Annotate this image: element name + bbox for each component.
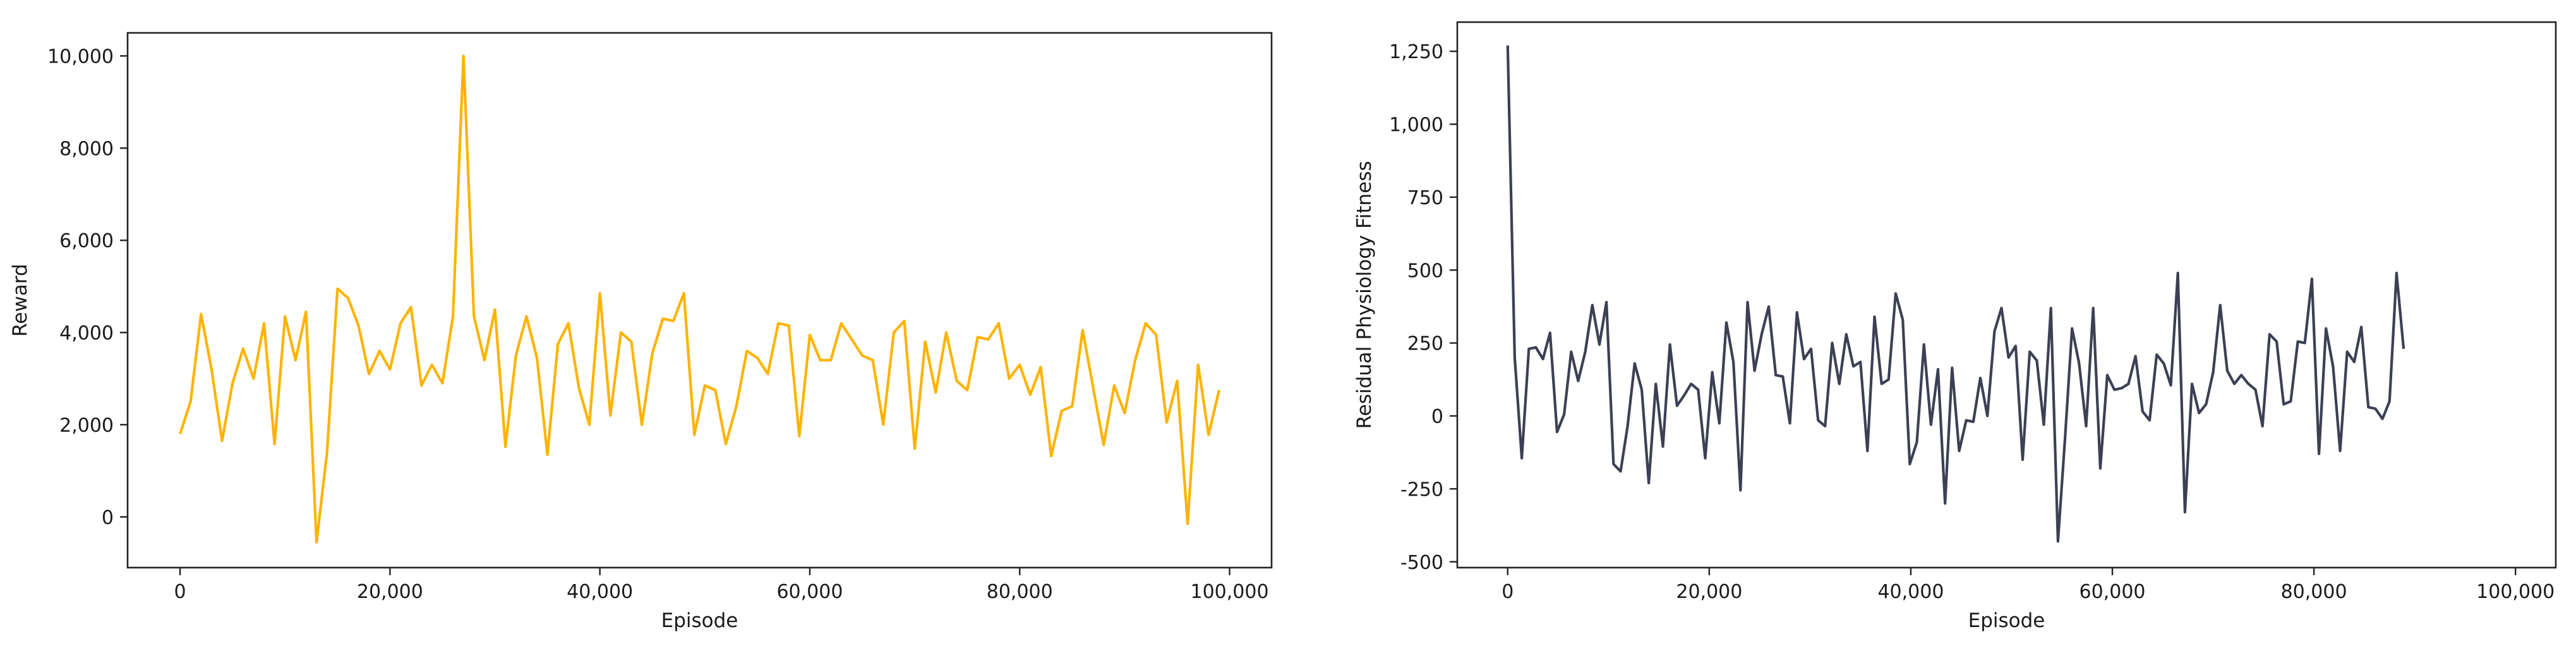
- y-tick-label: -250: [1400, 478, 1443, 501]
- y-tick-label: 2,000: [59, 415, 114, 437]
- x-tick-label: 20,000: [357, 581, 423, 603]
- series-line-0: [1506, 45, 2405, 543]
- y-tick-label: 1,250: [1389, 41, 1443, 63]
- plot-frame: [1456, 21, 2557, 569]
- y-tick-label: 750: [1407, 187, 1443, 209]
- y-axis-label: Residual Physiology Fitness: [1353, 161, 1376, 429]
- x-tick-label: 80,000: [987, 581, 1053, 603]
- y-tick-label: 4,000: [59, 322, 114, 344]
- x-axis-label: Episode: [661, 609, 738, 632]
- plot-frame: [126, 32, 1273, 569]
- y-tick-label: 6,000: [59, 230, 114, 252]
- x-tick-label: 0: [174, 581, 186, 603]
- x-tick-label: 100,000: [1191, 581, 1269, 603]
- x-tick-label: 0: [1502, 581, 1514, 603]
- x-tick-label: 20,000: [1676, 581, 1742, 603]
- fitness-chart: 0 20,000 40,000 60,000 80,000 100,000 -500 -250…: [1353, 21, 2557, 632]
- y-tick-label: 500: [1407, 260, 1443, 282]
- y-tick-label: 8,000: [59, 138, 114, 160]
- y-tick-label: 250: [1407, 333, 1443, 355]
- x-tick-label: 40,000: [567, 581, 633, 603]
- y-tick-label: 0: [102, 507, 114, 529]
- series-line-0: [179, 54, 1220, 544]
- y-tick-label: 10,000: [47, 46, 114, 68]
- y-axis-label: Reward: [9, 264, 32, 336]
- x-tick-label: 60,000: [2079, 581, 2146, 603]
- x-tick-label: 60,000: [776, 581, 843, 603]
- x-tick-label: 100,000: [2476, 581, 2555, 603]
- y-tick-label: -500: [1400, 552, 1443, 574]
- x-tick-label: 80,000: [2281, 581, 2347, 603]
- y-tick-label: 1,000: [1389, 114, 1443, 137]
- x-tick-label: 40,000: [1877, 581, 1944, 603]
- x-axis-label: Episode: [1968, 609, 2045, 632]
- y-tick-label: 0: [1431, 406, 1443, 428]
- reward-chart: 0 20,000 40,000 60,000 80,000 100,000 0 2,000 4,…: [9, 32, 1273, 632]
